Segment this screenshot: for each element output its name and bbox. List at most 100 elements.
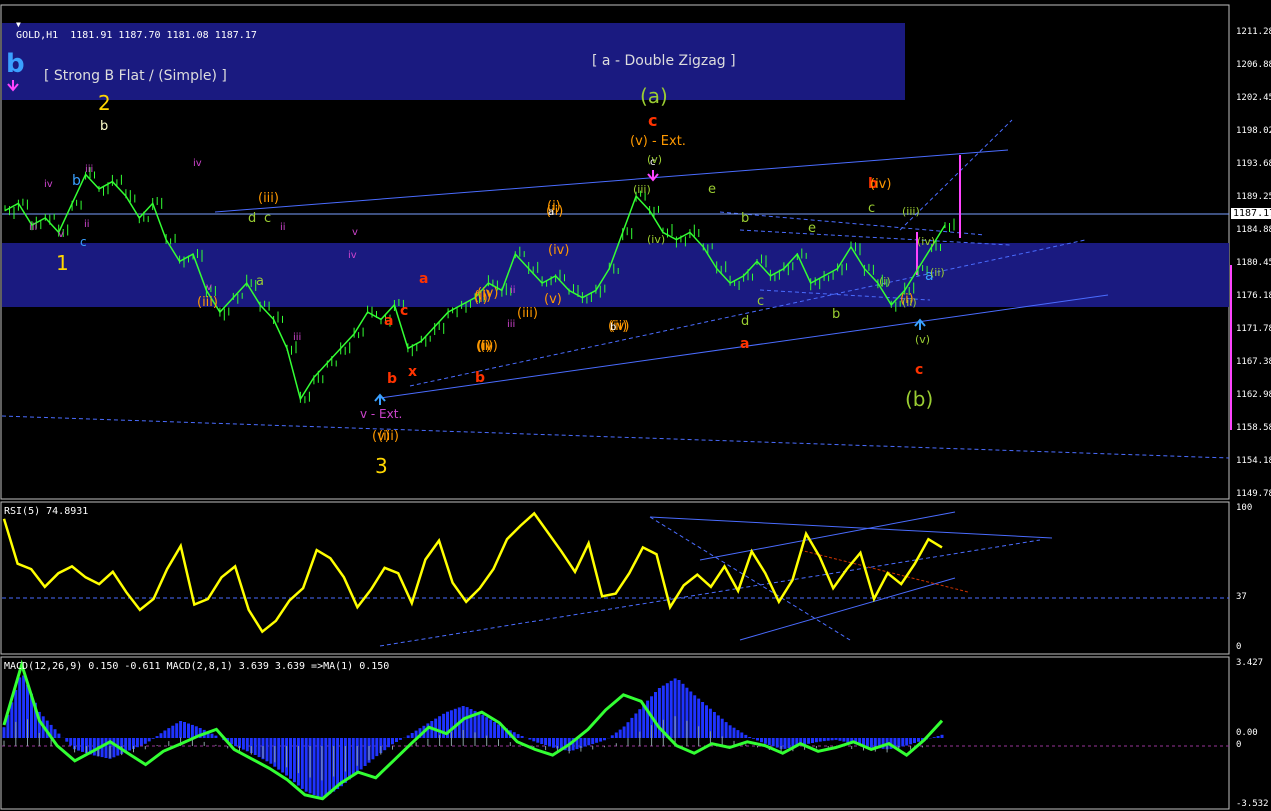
arrow-down-c (647, 170, 659, 182)
wave-label: ii (510, 285, 516, 296)
wave-label: (iv) (917, 235, 935, 248)
wave-label: (iii) (902, 205, 920, 218)
wave-label: (i) (900, 292, 914, 307)
wave-label: (iv) (477, 286, 498, 301)
wave-label: (iii) (378, 429, 399, 444)
price-tick-label: 1171.78 (1236, 324, 1271, 334)
wave-label: (i) (879, 275, 891, 288)
dashed-trend-2 (719, 211, 986, 236)
wave-label: (ii) (610, 319, 627, 334)
price-tick-label: 1189.25 (1236, 192, 1271, 202)
macd-histogram (2, 675, 944, 799)
rsi-panel-frame (0, 501, 1230, 655)
rsi-trend-1 (649, 516, 1053, 539)
macd-tick-label: 0.00 (1236, 728, 1258, 738)
wave-label: b (387, 371, 397, 387)
wave-label: c (264, 211, 271, 226)
wave-label: a (740, 336, 749, 352)
macd-tick-label: 0 (1236, 740, 1242, 750)
wave-label: (iii) (517, 306, 538, 321)
symbol-header[interactable]: ▼ GOLD,H1 1181.91 1187.70 1181.08 1187.1… (4, 8, 257, 41)
rsi-tick-label: 37 (1236, 592, 1247, 602)
wave-label: 3 (375, 454, 388, 478)
rsi-header: RSI(5) 74.8931 (4, 506, 89, 517)
macd-tick-label: -3.532 (1236, 799, 1269, 809)
price-tick-label: 1198.02 (1236, 126, 1271, 136)
strong-b-flat-label: [ Strong B Flat / (Simple) ] (44, 68, 227, 84)
wave-label: iv (348, 250, 357, 261)
rsi-line (2, 511, 943, 634)
wave-label: 1 (56, 251, 69, 275)
strong-b-flat-box (2, 23, 905, 100)
current-price-tag: 1187.17 (1231, 208, 1271, 219)
symbol-ohlc: GOLD,H1 1181.91 1187.70 1181.08 1187.17 (16, 30, 257, 41)
rsi-trend-3 (699, 511, 956, 561)
wave-label: (ii) (474, 289, 491, 304)
wave-label: a (256, 274, 264, 289)
rsi-tick-label: 0 (1236, 642, 1242, 652)
price-tick-label: 1206.88 (1236, 60, 1271, 70)
wave-label: (v) (544, 292, 562, 307)
wave-label: a (419, 271, 428, 287)
price-tick-label: 1202.45 (1236, 93, 1271, 103)
wave-label: e (708, 182, 716, 197)
rsi-trend-6 (799, 549, 969, 593)
wave-label: c (650, 157, 656, 168)
wave-label: iii (293, 332, 301, 343)
dashed-trend-3 (739, 229, 1011, 246)
wave-label: (v) (372, 429, 390, 444)
price-tick-label: 1154.18 (1236, 456, 1271, 466)
rsi-tick-label: 100 (1236, 503, 1253, 513)
trend-lines (1, 119, 1230, 459)
price-tick-label: 1180.45 (1236, 258, 1271, 268)
menu-dropdown-icon[interactable]: ▼ (16, 20, 21, 29)
wave-label: iii (507, 319, 515, 330)
wave-label: iv (193, 158, 202, 169)
wave-label: b (610, 322, 616, 333)
wave-label: (ii) (476, 339, 493, 354)
arrow-up-3 (374, 393, 386, 405)
wave-label: v (58, 229, 64, 240)
price-tick-label: 1162.98 (1236, 390, 1271, 400)
wave-label: c (757, 294, 764, 309)
wave-label: (iv) (608, 319, 629, 334)
wave-label: (ii) (930, 266, 945, 279)
wave-label: b (832, 307, 840, 322)
wave-label: (v) (647, 153, 662, 166)
dashed-trend-5 (899, 119, 1013, 231)
wave-label: b (475, 370, 485, 386)
wave-label: (v) (480, 339, 498, 354)
wave-label: b (741, 211, 749, 226)
wave-label: (iv) (870, 177, 891, 192)
price-tick-label: 1193.68 (1236, 159, 1271, 169)
wave-label: b (6, 49, 25, 79)
wave-label: (i) (477, 339, 491, 354)
rsi-panel (0, 501, 1230, 655)
macd-header: MACD(12,26,9) 0.150 -0.611 MACD(2,8,1) 3… (4, 661, 390, 672)
wave-label: v (206, 282, 212, 293)
wave-label: (b) (905, 387, 933, 411)
wave-label: (v) - Ext. (630, 134, 686, 149)
wave-label: v - Ext. (360, 407, 402, 421)
wave-label: c (868, 201, 875, 216)
price-tick-label: 1158.58 (1236, 423, 1271, 433)
double-zigzag-label: [ a - Double Zigzag ] (592, 53, 736, 69)
upper-channel-line (214, 149, 1009, 213)
labels: b 2 1 3 (a) (b) c (v) - Ext. v - Ext. (v) (iv) (iii… (6, 49, 945, 478)
wave-label: a (548, 207, 554, 218)
wave-label: (a) (640, 84, 668, 108)
wave-label: b (100, 119, 108, 134)
wave-arrows (7, 80, 926, 405)
wave-label: a (384, 313, 393, 329)
price-tick-label: 1184.88 (1236, 225, 1271, 235)
price-tick-label: 1149.78 (1236, 489, 1271, 499)
wave-label: c (648, 111, 657, 130)
wave-label: (ii) (902, 296, 917, 309)
wave-label: iii (85, 164, 93, 175)
wave-label: (iii) (633, 183, 651, 196)
lower-channel-line (379, 294, 1109, 399)
rsi-trend-lines (379, 511, 1053, 647)
macd-tick-label: 3.427 (1236, 658, 1264, 668)
wave-label: (i) (474, 291, 488, 306)
